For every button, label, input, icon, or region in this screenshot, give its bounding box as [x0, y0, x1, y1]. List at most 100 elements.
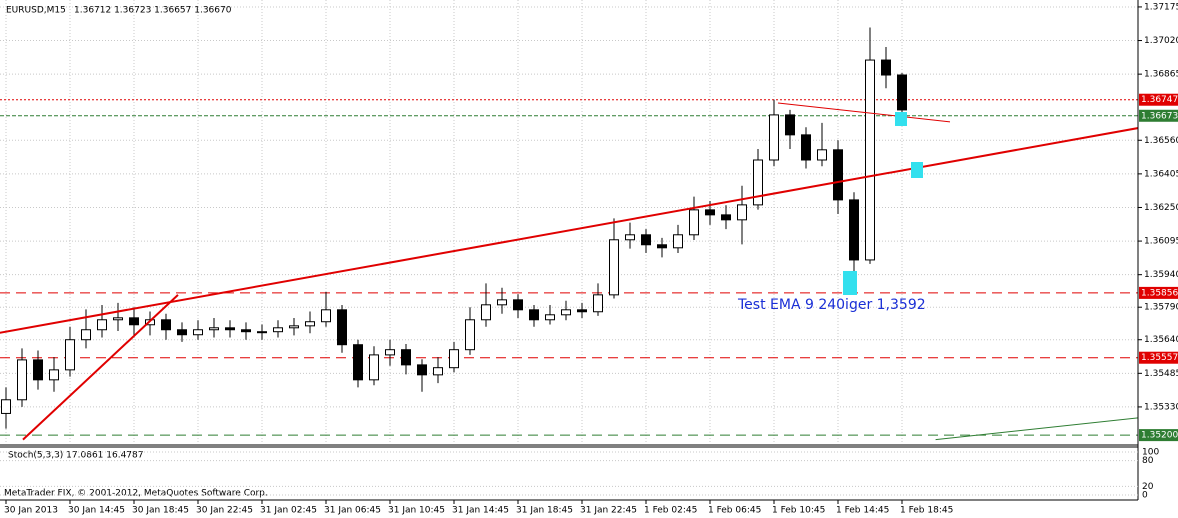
y-tick-label: 1.35940 — [1144, 270, 1178, 280]
y-tick-label: 1.36865 — [1144, 70, 1178, 80]
candle-body — [609, 239, 619, 296]
candle-body — [657, 244, 667, 249]
candle-body — [433, 367, 443, 376]
y-tick-label: 1.36250 — [1144, 203, 1178, 213]
candle-body — [785, 114, 795, 136]
candle-body — [833, 149, 843, 201]
candle-body — [593, 294, 603, 313]
stoch-tick-label: 20 — [1142, 482, 1154, 492]
candle-body — [273, 327, 283, 333]
y-tick-label: 1.35640 — [1144, 335, 1178, 345]
price-level-label: 1.35856 — [1141, 288, 1178, 298]
stoch-tick-label: 0 — [1142, 491, 1148, 501]
footer: MetaTrader FIX, © 2001-2012, MetaQuotes … — [4, 489, 268, 499]
x-tick-label: 31 Jan 14:45 — [452, 506, 509, 516]
candle-body — [737, 204, 747, 221]
price-level-label: 1.35557 — [1141, 353, 1178, 363]
candle-body — [193, 329, 203, 336]
candle-body — [577, 309, 587, 313]
y-tick-label: 1.36560 — [1144, 136, 1178, 146]
candle-body — [545, 314, 555, 321]
candle-body — [721, 214, 731, 221]
x-tick-label: 1 Feb 02:45 — [644, 506, 697, 516]
stoch-tick-label: 100 — [1142, 448, 1159, 458]
candle-body — [561, 309, 571, 316]
candle-body — [897, 74, 907, 111]
candle-body — [401, 349, 411, 366]
marker-box — [843, 271, 857, 295]
candle-body — [673, 234, 683, 249]
candle-body — [817, 149, 827, 161]
annotation: Test EMA 9 240iger 1,3592 — [737, 297, 926, 313]
candle-body — [257, 331, 267, 334]
candle-body — [449, 349, 459, 369]
y-tick-label: 1.35790 — [1144, 303, 1178, 313]
candle-body — [513, 299, 523, 311]
x-tick-label: 1 Feb 18:45 — [900, 506, 953, 516]
price-level-label: 1.35200 — [1141, 431, 1178, 441]
x-tick-label: 1 Feb 06:45 — [708, 506, 761, 516]
trendline — [935, 417, 1138, 441]
candle-body — [1, 399, 11, 414]
x-tick-label: 31 Jan 22:45 — [580, 506, 637, 516]
candle-body — [33, 359, 43, 381]
marker-box — [895, 112, 907, 126]
x-tick-label: 30 Jan 18:45 — [132, 506, 189, 516]
candle-body — [321, 309, 331, 323]
price-level-tag — [1139, 109, 1178, 122]
y-tick-label: 1.35330 — [1144, 402, 1178, 412]
candle-body — [465, 319, 475, 351]
x-tick-label: 1 Feb 10:45 — [772, 506, 825, 516]
x-tick-label: 30 Jan 2013 — [4, 506, 58, 516]
candle-body — [881, 59, 891, 76]
x-tick-label: 30 Jan 14:45 — [68, 506, 125, 516]
candle-body — [801, 134, 811, 161]
trendline — [0, 127, 1138, 334]
candle-body — [689, 209, 699, 236]
price-level-tag — [1139, 93, 1178, 106]
candle-body — [81, 329, 91, 341]
candle-body — [865, 59, 875, 261]
price-level-tag — [1139, 286, 1178, 299]
candle-body — [481, 304, 491, 321]
candle-body — [65, 339, 75, 371]
candle-body — [289, 325, 299, 329]
x-tick-label: 31 Jan 10:45 — [388, 506, 445, 516]
candle-body — [753, 159, 763, 206]
price-level-label: 1.36747 — [1141, 95, 1178, 105]
candle-body — [225, 327, 235, 331]
y-tick-label: 1.35485 — [1144, 369, 1178, 379]
x-tick-label: 1 Feb 14:45 — [836, 506, 889, 516]
y-tick-label: 1.36095 — [1144, 237, 1178, 247]
x-tick-label: 31 Jan 18:45 — [516, 506, 573, 516]
x-tick-label: 31 Jan 06:45 — [324, 506, 381, 516]
candle-body — [385, 349, 395, 356]
candle-body — [337, 309, 347, 346]
candle-body — [49, 369, 59, 381]
candle-body — [529, 309, 539, 321]
candle-body — [305, 321, 315, 327]
candle-body — [209, 327, 219, 331]
chart-title: EURUSD,M15 — [6, 6, 66, 16]
candle-body — [113, 317, 123, 321]
candle-body — [353, 344, 363, 381]
candle-body — [129, 317, 139, 326]
price-level-label: 1.36673 — [1141, 111, 1178, 121]
candle-body — [241, 329, 251, 333]
stoch-tick-label: 80 — [1142, 456, 1154, 466]
stoch-label: Stoch(5,3,3) 17.0861 16.4787 — [8, 451, 143, 461]
y-tick-label: 1.37020 — [1144, 36, 1178, 46]
candle-body — [497, 299, 507, 306]
candle-body — [17, 359, 27, 401]
candle-body — [369, 354, 379, 381]
candle-body — [641, 234, 651, 246]
candle-body — [769, 114, 779, 161]
candle-body — [625, 234, 635, 241]
y-tick-label: 1.37175 — [1144, 2, 1178, 12]
candle-body — [161, 319, 171, 331]
trendline — [22, 294, 179, 441]
marker-box — [911, 162, 923, 178]
price-level-tag — [1139, 429, 1178, 442]
